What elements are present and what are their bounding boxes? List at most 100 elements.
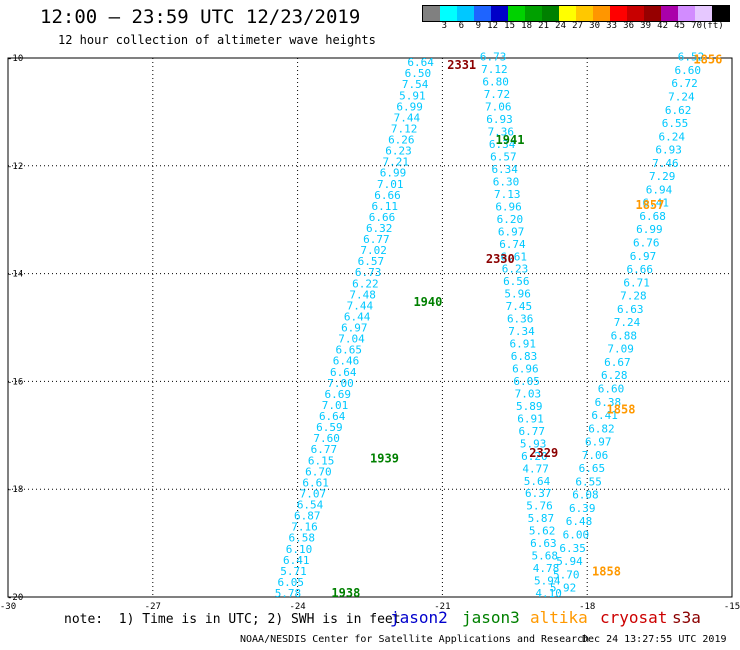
pass-time-label: 2329 bbox=[529, 446, 558, 460]
wave-height-value: 6.96 bbox=[512, 363, 539, 376]
x-tick-label: -30 bbox=[0, 602, 16, 612]
pass-time-label: 1939 bbox=[370, 451, 399, 465]
wave-height-value: 6.30 bbox=[493, 175, 520, 188]
wave-height-value: 6.76 bbox=[633, 237, 660, 250]
map-note: note: 1) Time is in UTC; 2) SWH is in fe… bbox=[64, 612, 401, 627]
wave-height-map: -30 -27 -24 -21 -18 -15-10-12-14-16-18-206.64… bbox=[0, 0, 740, 650]
wave-height-value: 7.24 bbox=[668, 91, 695, 104]
footer-credit: NOAA/NESDIS Center for Satellite Applica… bbox=[240, 634, 589, 645]
legend-jason3: jason3 bbox=[462, 608, 520, 627]
y-tick-label: -18 bbox=[7, 485, 23, 495]
wave-height-value: 6.36 bbox=[507, 313, 534, 326]
wave-height-value: 6.48 bbox=[566, 515, 593, 528]
wave-height-value: 7.29 bbox=[649, 170, 676, 183]
altimeter-map-page: 12:00 – 23:59 UTC 12/23/2019 12 hour col… bbox=[0, 0, 740, 650]
wave-height-value: 7.24 bbox=[614, 316, 641, 329]
wave-height-value: 6.91 bbox=[510, 338, 537, 351]
legend-altika: altika bbox=[530, 608, 588, 627]
wave-height-value: 6.65 bbox=[579, 462, 606, 475]
y-tick-label: -16 bbox=[7, 377, 23, 387]
pass-time-label: 1856 bbox=[693, 52, 722, 66]
wave-height-value: 6.08 bbox=[572, 489, 599, 502]
pass-time-label: 1858 bbox=[592, 564, 621, 578]
wave-height-value: 6.20 bbox=[497, 213, 524, 226]
wave-height-value: 5.76 bbox=[526, 500, 553, 513]
legend-cryosat: cryosat bbox=[600, 608, 667, 627]
wave-height-value: 7.28 bbox=[620, 290, 647, 303]
pass-time-label: 1941 bbox=[496, 133, 525, 147]
y-tick-label: -10 bbox=[7, 54, 23, 64]
wave-height-value: 4.77 bbox=[522, 462, 549, 475]
footer-timestamp: Dec 24 13:27:55 UTC 2019 bbox=[582, 634, 727, 645]
wave-height-value: 6.93 bbox=[655, 144, 682, 157]
wave-height-value: 6.28 bbox=[601, 369, 628, 382]
wave-height-value: 6.72 bbox=[671, 77, 698, 90]
wave-height-value: 7.06 bbox=[485, 101, 512, 114]
x-tick-label: -15 bbox=[724, 602, 740, 612]
wave-height-value: 7.09 bbox=[607, 343, 634, 356]
y-tick-label: -20 bbox=[7, 593, 23, 603]
wave-height-value: 7.03 bbox=[515, 387, 542, 400]
wave-height-value: 6.93 bbox=[486, 113, 513, 126]
wave-height-value: 5.62 bbox=[529, 525, 556, 538]
y-tick-label: -12 bbox=[7, 162, 23, 172]
wave-height-value: 6.97 bbox=[630, 250, 657, 263]
pass-time-label: 1857 bbox=[635, 198, 664, 212]
x-tick-label: -24 bbox=[289, 602, 305, 612]
wave-height-value: 6.05 bbox=[513, 375, 540, 388]
wave-height-value: 6.63 bbox=[617, 303, 644, 316]
wave-height-value: 6.55 bbox=[662, 117, 689, 130]
pass-time-label: 1858 bbox=[607, 403, 636, 417]
wave-height-value: 6.97 bbox=[585, 436, 612, 449]
wave-height-value: 7.13 bbox=[494, 188, 521, 201]
wave-height-value: 7.72 bbox=[484, 88, 511, 101]
wave-height-value: 6.96 bbox=[495, 200, 522, 213]
wave-height-value: 6.97 bbox=[498, 225, 525, 238]
pass-time-label: 1940 bbox=[413, 295, 442, 309]
y-tick-label: -14 bbox=[7, 270, 23, 280]
wave-height-value: 6.34 bbox=[491, 163, 518, 176]
wave-height-value: 5.96 bbox=[504, 288, 531, 301]
wave-height-value: 7.06 bbox=[582, 449, 609, 462]
wave-height-value: 5.78 bbox=[275, 587, 302, 600]
wave-height-value: 7.34 bbox=[508, 325, 535, 338]
x-tick-label: -27 bbox=[145, 602, 161, 612]
wave-height-value: 6.37 bbox=[525, 487, 552, 500]
wave-height-value: 6.57 bbox=[490, 150, 517, 163]
wave-height-value: 7.12 bbox=[481, 63, 508, 76]
wave-height-value: 6.67 bbox=[604, 356, 631, 369]
wave-height-value: 6.00 bbox=[563, 529, 590, 542]
wave-height-value: 6.74 bbox=[499, 238, 526, 251]
wave-height-value: 7.45 bbox=[506, 300, 533, 313]
wave-height-value: 5.70 bbox=[553, 568, 580, 581]
pass-time-label: 1938 bbox=[331, 586, 360, 600]
wave-height-value: 6.73 bbox=[480, 51, 507, 64]
wave-height-value: 6.56 bbox=[503, 275, 530, 288]
wave-height-value: 6.55 bbox=[575, 475, 602, 488]
legend-s3a: s3a bbox=[672, 608, 701, 627]
wave-height-value: 6.63 bbox=[530, 537, 557, 550]
wave-height-value: 6.35 bbox=[559, 542, 586, 555]
wave-height-value: 5.68 bbox=[531, 550, 558, 563]
wave-height-value: 5.87 bbox=[528, 512, 555, 525]
wave-height-value: 6.62 bbox=[665, 104, 692, 117]
pass-time-label: 2330 bbox=[486, 252, 515, 266]
wave-height-value: 6.39 bbox=[569, 502, 596, 515]
wave-height-value: 7.46 bbox=[652, 157, 679, 170]
wave-height-value: 6.66 bbox=[627, 263, 654, 276]
wave-height-value: 6.60 bbox=[598, 383, 625, 396]
wave-height-value: 6.71 bbox=[623, 276, 650, 289]
wave-height-value: 6.24 bbox=[659, 130, 686, 143]
wave-height-value: 5.64 bbox=[524, 475, 551, 488]
wave-height-value: 5.89 bbox=[516, 400, 543, 413]
wave-height-value: 6.80 bbox=[482, 76, 509, 89]
wave-height-value: 5.94 bbox=[556, 555, 583, 568]
wave-height-value: 6.94 bbox=[646, 183, 673, 196]
wave-height-value: 6.88 bbox=[611, 329, 638, 342]
wave-height-value: 6.82 bbox=[588, 422, 615, 435]
legend-jason2: jason2 bbox=[390, 608, 448, 627]
pass-time-label: 2331 bbox=[447, 58, 476, 72]
wave-height-value: 6.91 bbox=[517, 412, 544, 425]
wave-height-value: 6.77 bbox=[519, 425, 546, 438]
wave-height-value: 5.92 bbox=[550, 582, 577, 595]
